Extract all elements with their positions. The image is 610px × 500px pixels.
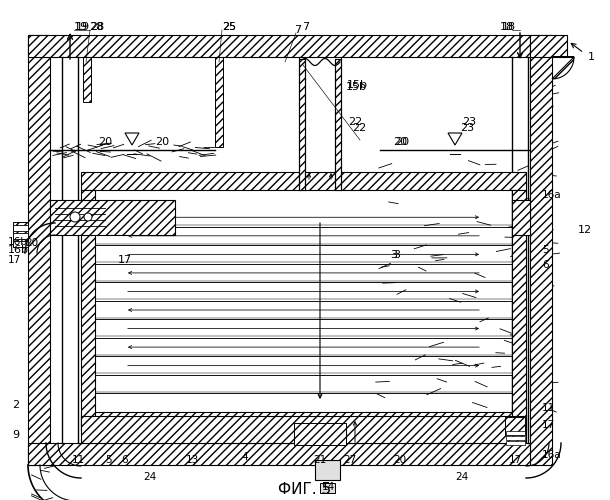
Text: 22: 22 bbox=[352, 123, 366, 133]
Polygon shape bbox=[81, 172, 526, 190]
Polygon shape bbox=[13, 233, 28, 239]
Text: 3: 3 bbox=[390, 250, 397, 260]
Polygon shape bbox=[506, 436, 525, 440]
Text: 25: 25 bbox=[222, 22, 236, 32]
Circle shape bbox=[70, 212, 80, 222]
Polygon shape bbox=[335, 59, 341, 190]
Polygon shape bbox=[13, 241, 28, 247]
Text: 28: 28 bbox=[90, 22, 104, 32]
Text: 19: 19 bbox=[76, 22, 90, 32]
Text: 14: 14 bbox=[321, 482, 335, 492]
Text: ФИГ. 5: ФИГ. 5 bbox=[278, 482, 332, 498]
Text: 12: 12 bbox=[578, 225, 592, 235]
Polygon shape bbox=[81, 416, 526, 443]
Text: 4: 4 bbox=[242, 452, 248, 462]
Text: 17: 17 bbox=[8, 255, 21, 265]
Text: 1: 1 bbox=[588, 52, 595, 62]
Text: 20: 20 bbox=[393, 455, 406, 465]
Text: 22: 22 bbox=[348, 117, 362, 127]
Text: 24: 24 bbox=[143, 472, 157, 482]
Text: 7: 7 bbox=[295, 25, 301, 35]
Circle shape bbox=[84, 213, 92, 221]
Text: 20: 20 bbox=[25, 238, 38, 248]
Text: 16a: 16a bbox=[542, 450, 562, 460]
Text: 5: 5 bbox=[542, 245, 548, 255]
Text: 9: 9 bbox=[12, 430, 19, 440]
Polygon shape bbox=[505, 417, 525, 435]
Text: 7: 7 bbox=[302, 22, 309, 32]
Polygon shape bbox=[81, 190, 95, 430]
Text: 15b: 15b bbox=[347, 80, 368, 90]
Text: 18: 18 bbox=[502, 22, 516, 32]
Polygon shape bbox=[13, 225, 28, 231]
Text: 17: 17 bbox=[542, 420, 555, 430]
Text: 28: 28 bbox=[89, 22, 103, 32]
Polygon shape bbox=[512, 200, 530, 235]
Text: 20: 20 bbox=[395, 137, 409, 147]
Polygon shape bbox=[552, 57, 574, 79]
Polygon shape bbox=[506, 441, 525, 445]
Text: 27: 27 bbox=[343, 455, 357, 465]
Polygon shape bbox=[320, 483, 335, 493]
Polygon shape bbox=[530, 35, 552, 465]
Text: 11: 11 bbox=[71, 455, 85, 465]
Polygon shape bbox=[315, 460, 340, 480]
Text: 23: 23 bbox=[460, 123, 474, 133]
Polygon shape bbox=[28, 443, 530, 465]
Text: 6: 6 bbox=[542, 260, 548, 270]
Text: 20: 20 bbox=[155, 137, 169, 147]
Text: 20: 20 bbox=[393, 137, 407, 147]
Polygon shape bbox=[506, 431, 525, 435]
Text: 19: 19 bbox=[74, 22, 88, 32]
Polygon shape bbox=[512, 190, 526, 430]
Text: 17: 17 bbox=[118, 255, 132, 265]
Polygon shape bbox=[81, 412, 526, 430]
Text: 6: 6 bbox=[121, 455, 128, 465]
Polygon shape bbox=[13, 222, 28, 247]
Polygon shape bbox=[28, 35, 530, 57]
Text: 2: 2 bbox=[12, 400, 19, 410]
Text: 23: 23 bbox=[462, 117, 476, 127]
Text: 15b: 15b bbox=[346, 82, 367, 92]
Polygon shape bbox=[530, 35, 567, 57]
Text: 25: 25 bbox=[222, 22, 236, 32]
Polygon shape bbox=[299, 59, 305, 190]
Text: 16b: 16b bbox=[8, 237, 28, 247]
Polygon shape bbox=[28, 35, 50, 465]
Text: 18: 18 bbox=[500, 22, 514, 32]
Polygon shape bbox=[215, 57, 223, 147]
Text: 21: 21 bbox=[314, 455, 326, 465]
Text: 5: 5 bbox=[105, 455, 111, 465]
Polygon shape bbox=[50, 200, 175, 235]
Text: 11: 11 bbox=[542, 403, 555, 413]
Text: 20: 20 bbox=[98, 137, 112, 147]
Text: 24: 24 bbox=[456, 472, 468, 482]
Polygon shape bbox=[83, 57, 91, 102]
Text: 16a: 16a bbox=[542, 190, 562, 200]
Polygon shape bbox=[294, 423, 346, 445]
Text: 16b: 16b bbox=[8, 245, 29, 255]
Text: 17: 17 bbox=[508, 455, 522, 465]
Text: 13: 13 bbox=[185, 455, 199, 465]
Text: 3: 3 bbox=[393, 250, 400, 260]
